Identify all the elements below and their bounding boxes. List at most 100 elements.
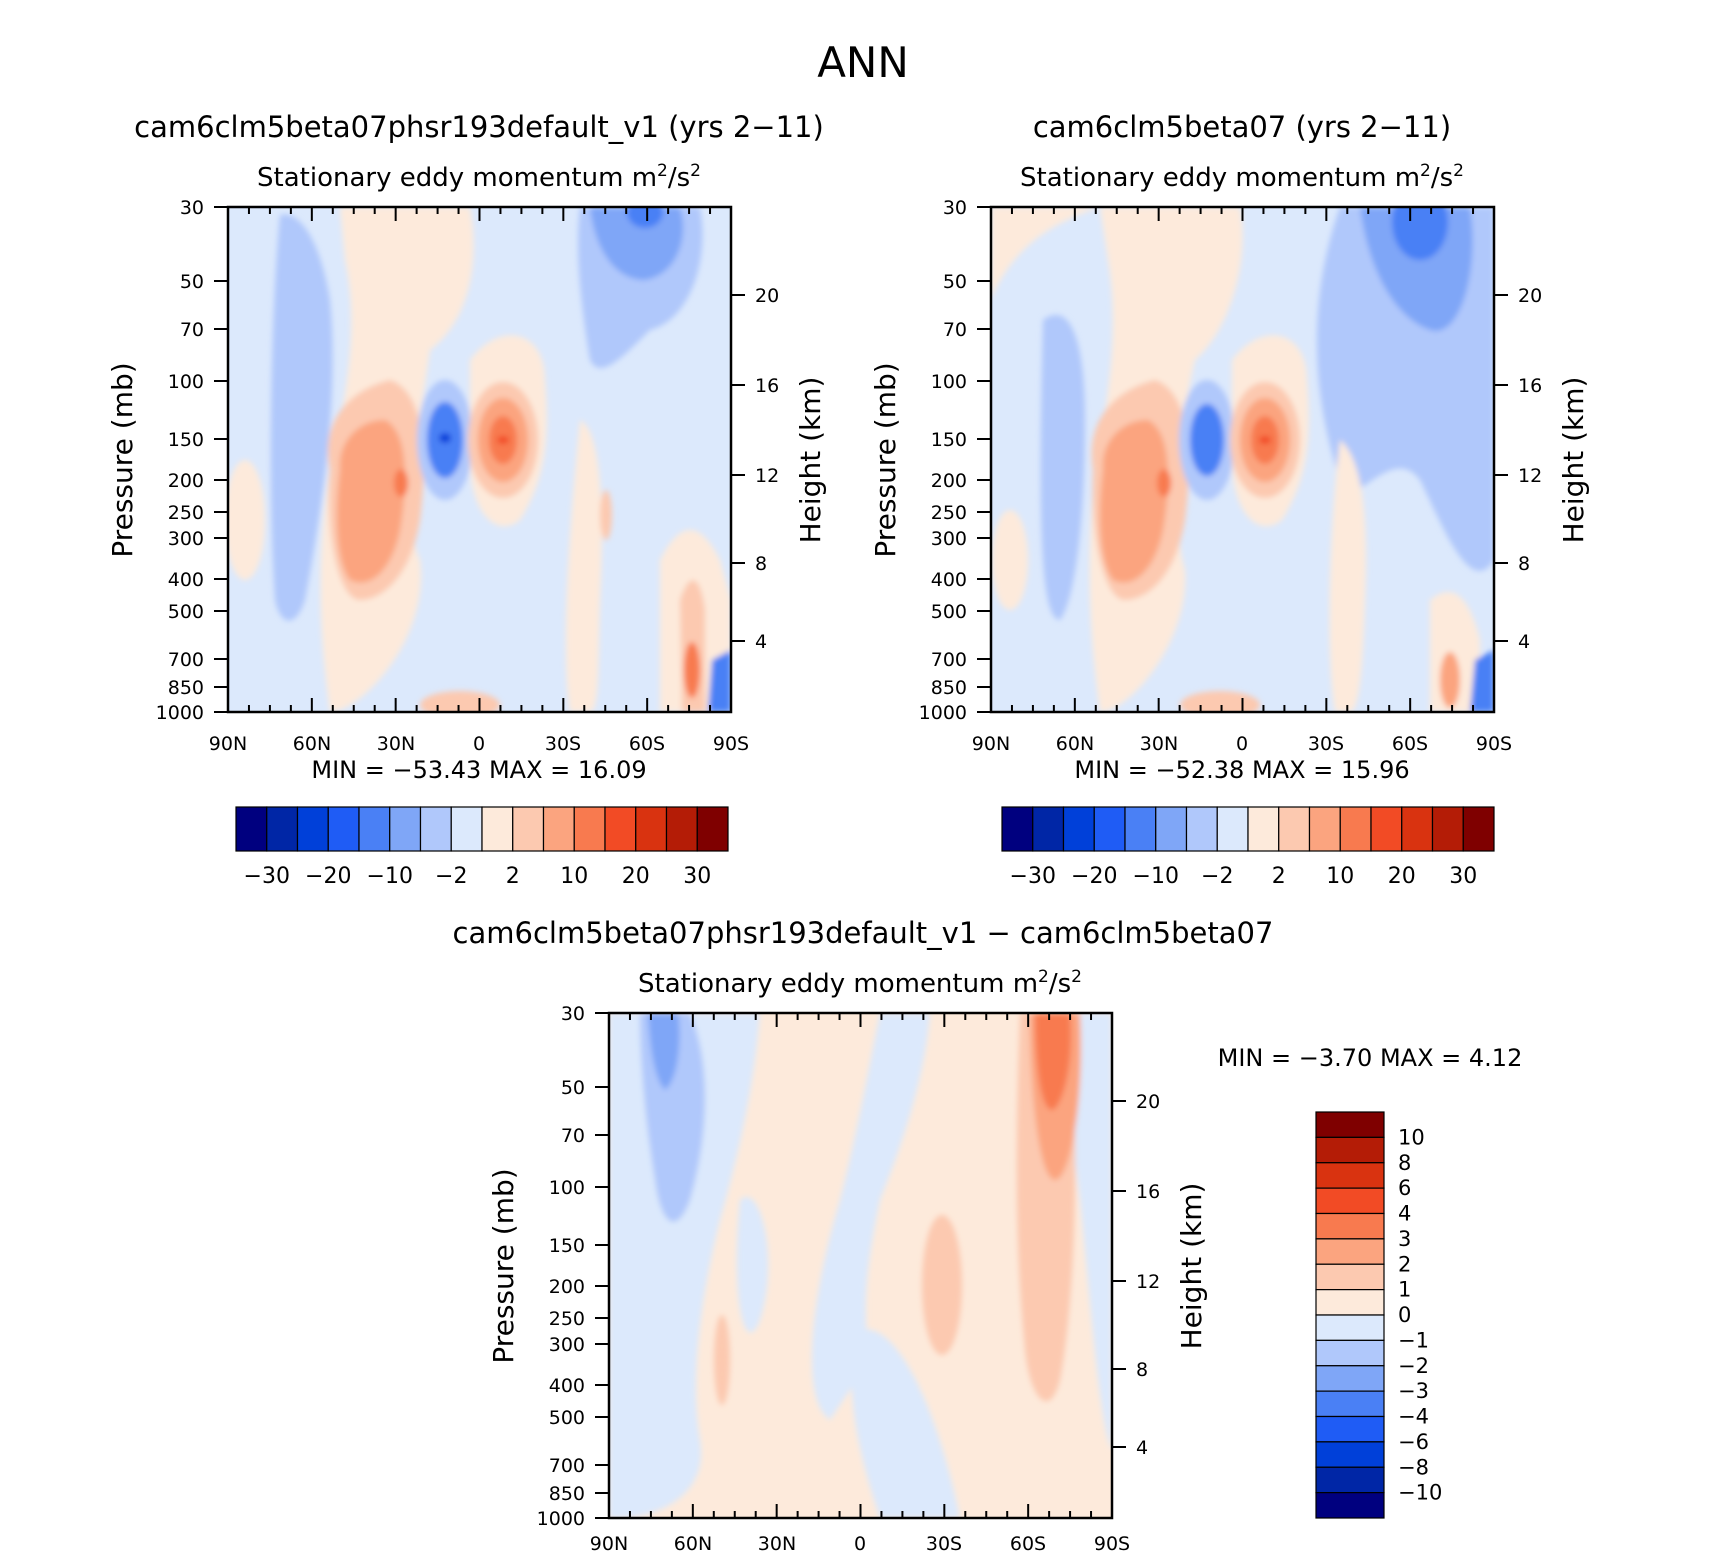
- colorbar-swatch: [296, 806, 329, 852]
- panel-2-x-tick: 30N: [1140, 733, 1178, 755]
- colorbar-label: −1: [1398, 1328, 1429, 1352]
- panel-3: cam6clm5beta07phsr193default_v1 − cam6cl…: [453, 916, 1523, 1553]
- panel-3-ylabel: Pressure (mb): [487, 1168, 520, 1363]
- colorbar-swatch: [604, 806, 637, 852]
- panel-3-y-tick: 50: [561, 1077, 585, 1099]
- panel-3-subtitle: Stationary eddy momentum m2/s2: [638, 967, 1082, 999]
- colorbar-swatch: [1315, 1136, 1385, 1164]
- colorbar-swatch: [481, 806, 514, 852]
- colorbar-swatch: [1278, 806, 1311, 852]
- panel-3-x-tick: 60S: [1010, 1533, 1046, 1553]
- colorbar-label: 0: [1398, 1303, 1411, 1327]
- colorbar-swatch: [542, 806, 575, 852]
- colorbar-label: 10: [560, 864, 588, 889]
- panel-2-y-tick: 400: [931, 569, 967, 591]
- colorbar-swatch: [1315, 1187, 1385, 1215]
- colorbar-swatch: [1093, 806, 1126, 852]
- panel-1-x-tick: 30S: [545, 733, 581, 755]
- panel-3-y-tick: 70: [561, 1125, 585, 1147]
- panel-3-y-tick: 100: [549, 1177, 585, 1199]
- panel-3-x-tick: 60N: [674, 1533, 712, 1553]
- colorbar-label: −2: [435, 864, 467, 889]
- colorbar-label: 6: [1398, 1176, 1411, 1200]
- colorbar-label: 3: [1398, 1227, 1411, 1251]
- panel-2-y-tick: 30: [943, 197, 967, 219]
- panel-3-x-tick: 30N: [758, 1533, 796, 1553]
- colorbar-swatch: [1247, 806, 1280, 852]
- panel-3-y-tick: 200: [549, 1276, 585, 1298]
- panel-1-y-tick: 100: [168, 371, 204, 393]
- colorbar-swatch: [1315, 1314, 1385, 1341]
- colorbar-swatch: [1315, 1111, 1385, 1138]
- colorbar-label: −2: [1398, 1354, 1429, 1378]
- panel-3-y-right-axis: 20 16 12 8 4: [1136, 1091, 1160, 1459]
- colorbar-swatch: [1315, 1238, 1385, 1265]
- colorbar-label: −8: [1398, 1455, 1429, 1479]
- panel-1-contour-field: [228, 207, 731, 712]
- panel-3-height-tick: 4: [1136, 1437, 1148, 1459]
- colorbar-label: 8: [1398, 1151, 1411, 1175]
- colorbar-label: −10: [367, 864, 413, 889]
- panel-3-height-tick: 12: [1136, 1271, 1160, 1293]
- panel-1-y-tick: 700: [168, 649, 204, 671]
- colorbar-label: −20: [1071, 864, 1117, 889]
- colorbar-label: 4: [1398, 1202, 1411, 1226]
- panel-1-height-tick: 4: [755, 631, 767, 653]
- panel-3-ylabel-right: Height (km): [1175, 1183, 1208, 1350]
- panel-1-x-tick: 90S: [713, 733, 749, 755]
- colorbar-label: 30: [683, 864, 711, 889]
- colorbar-swatch: [1315, 1339, 1385, 1367]
- colorbar-label: −4: [1398, 1405, 1429, 1429]
- panel-1-minmax: MIN = −53.43 MAX = 16.09: [311, 756, 646, 784]
- panel-1-y-tick: 30: [180, 197, 204, 219]
- colorbar-swatch: [389, 806, 422, 852]
- panel-3-x-axis: 90N 60N 30N 0 30S 60S 90S: [590, 1533, 1130, 1553]
- panel-2-y-tick: 200: [931, 470, 967, 492]
- panel-2-minmax: MIN = −52.38 MAX = 15.96: [1074, 756, 1409, 784]
- panel-2-height-tick: 4: [1518, 631, 1530, 653]
- colorbar-swatch: [1315, 1212, 1385, 1240]
- colorbar-label: −30: [244, 864, 290, 889]
- panel-1-y-right-axis: 20 16 12 8 4: [755, 285, 779, 653]
- panel-1-y-tick: 150: [168, 429, 204, 451]
- panel-1-height-tick: 12: [755, 465, 779, 487]
- panel-2-x-tick: 0: [1236, 733, 1248, 755]
- panel-2-y-tick: 70: [943, 319, 967, 341]
- panel-3-y-tick: 30: [561, 1003, 585, 1025]
- colorbar-swatch: [1431, 806, 1464, 852]
- axis-tick-marks: [214, 206, 1508, 1519]
- colorbar-label: 2: [1272, 864, 1286, 889]
- panel-2-x-tick: 90S: [1476, 733, 1512, 755]
- colorbar-swatch: [665, 806, 698, 852]
- colorbar-swatch: [696, 806, 729, 852]
- panel-1-height-tick: 16: [755, 375, 779, 397]
- panel-2: cam6clm5beta07 (yrs 2−11) Stationary edd…: [869, 110, 1590, 889]
- panel-3-y-tick: 250: [549, 1308, 585, 1330]
- panel-2-x-axis: 90N 60N 30N 0 30S 60S 90S: [972, 733, 1512, 755]
- panel-3-x-tick: 0: [854, 1533, 866, 1553]
- panel-1-ylabel: Pressure (mb): [106, 362, 139, 557]
- panel-1-y-tick: 200: [168, 470, 204, 492]
- panel-3-y-tick: 400: [549, 1375, 585, 1397]
- panel-1-title: cam6clm5beta07phsr193default_v1 (yrs 2−1…: [134, 110, 824, 144]
- panel-3-title: cam6clm5beta07phsr193default_v1 − cam6cl…: [453, 916, 1274, 950]
- colorbar-swatch: [512, 806, 545, 852]
- panel-1-x-axis: 90N 60N 30N 0 30S 60S 90S: [209, 733, 749, 755]
- colorbar-swatch: [1001, 806, 1034, 852]
- colorbar-swatch: [327, 806, 360, 852]
- colorbar-swatch: [358, 806, 391, 852]
- panel-2-ylabel: Pressure (mb): [869, 362, 902, 557]
- panel-3-y-axis: 30 50 70 100 150 200 250 300 400 500 700…: [537, 1003, 585, 1530]
- panel-3-y-tick: 150: [549, 1235, 585, 1257]
- colorbar-swatch: [266, 806, 299, 852]
- colorbar-label: 20: [1388, 864, 1416, 889]
- colorbar-swatch: [1315, 1365, 1385, 1392]
- colorbar-swatch: [1315, 1415, 1385, 1443]
- panel-1-y-axis: 30 50 70 100 150 200 250 300 400 500 700…: [156, 197, 204, 724]
- colorbar-label: −10: [1133, 864, 1179, 889]
- panel-2-x-tick: 90N: [972, 733, 1010, 755]
- panel-1-x-tick: 60S: [629, 733, 665, 755]
- panel-2-contour-field: [991, 207, 1494, 712]
- panel-2-height-tick: 20: [1518, 285, 1542, 307]
